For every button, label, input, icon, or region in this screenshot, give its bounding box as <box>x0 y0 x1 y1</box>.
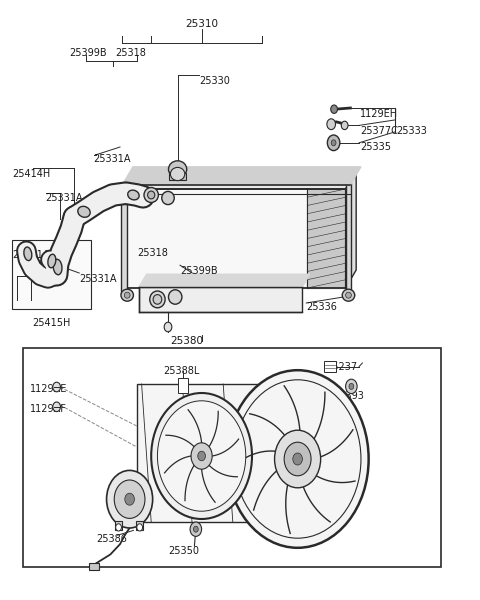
Ellipse shape <box>48 254 56 268</box>
Text: 25237: 25237 <box>326 362 358 372</box>
Ellipse shape <box>121 289 133 301</box>
Polygon shape <box>307 189 346 197</box>
Polygon shape <box>307 238 346 247</box>
Polygon shape <box>307 247 346 255</box>
Text: 25331A: 25331A <box>79 274 117 284</box>
Text: 25331A: 25331A <box>46 193 83 203</box>
Bar <box>23 348 441 567</box>
Circle shape <box>227 370 369 548</box>
Ellipse shape <box>78 206 90 217</box>
Bar <box>121 183 127 294</box>
Circle shape <box>191 443 212 469</box>
Polygon shape <box>307 280 346 288</box>
Text: 25231: 25231 <box>266 454 298 464</box>
Circle shape <box>293 453 302 465</box>
Text: 25386: 25386 <box>96 534 127 544</box>
Bar <box>89 563 99 570</box>
Polygon shape <box>346 171 356 288</box>
Circle shape <box>346 379 357 394</box>
Ellipse shape <box>150 291 165 308</box>
Polygon shape <box>307 230 346 238</box>
Ellipse shape <box>168 290 182 304</box>
Ellipse shape <box>53 259 62 275</box>
Circle shape <box>164 322 172 332</box>
Text: 1129EH: 1129EH <box>360 109 398 119</box>
Text: 25380: 25380 <box>170 336 204 346</box>
Polygon shape <box>307 222 346 230</box>
Ellipse shape <box>342 289 355 301</box>
Text: 25330: 25330 <box>199 76 230 86</box>
Polygon shape <box>127 189 346 288</box>
Circle shape <box>116 524 121 531</box>
Ellipse shape <box>148 191 155 199</box>
Ellipse shape <box>346 292 351 298</box>
Ellipse shape <box>144 187 158 202</box>
Polygon shape <box>122 167 361 185</box>
Circle shape <box>327 119 336 130</box>
Text: 25414H: 25414H <box>12 169 50 179</box>
Polygon shape <box>307 255 346 263</box>
Text: 25395: 25395 <box>266 440 298 450</box>
Circle shape <box>53 402 60 412</box>
Bar <box>12 240 91 309</box>
Circle shape <box>190 522 202 536</box>
Circle shape <box>125 493 134 505</box>
Circle shape <box>151 393 252 519</box>
Bar <box>324 361 336 372</box>
Text: 25415H: 25415H <box>33 318 71 328</box>
Polygon shape <box>307 271 346 280</box>
Circle shape <box>331 105 337 113</box>
Text: 25388L: 25388L <box>163 366 200 376</box>
Text: 25350: 25350 <box>168 546 199 556</box>
Polygon shape <box>307 263 346 271</box>
Text: 25335: 25335 <box>360 142 391 152</box>
Text: 25331A: 25331A <box>94 154 131 164</box>
Circle shape <box>327 135 340 151</box>
Circle shape <box>341 121 348 130</box>
Text: 1129AF: 1129AF <box>30 404 67 414</box>
Circle shape <box>331 140 336 146</box>
Text: 25333: 25333 <box>396 126 427 136</box>
Text: 25393: 25393 <box>334 391 364 401</box>
Text: 25336: 25336 <box>306 302 337 312</box>
Text: 25377C: 25377C <box>360 126 398 136</box>
Text: 1129AE: 1129AE <box>30 384 67 394</box>
Text: 25318: 25318 <box>115 48 146 58</box>
Ellipse shape <box>153 295 162 304</box>
Text: 25310: 25310 <box>185 19 218 29</box>
Circle shape <box>275 430 321 488</box>
Polygon shape <box>307 197 346 205</box>
Circle shape <box>53 382 60 392</box>
Circle shape <box>107 470 153 528</box>
Ellipse shape <box>128 190 139 200</box>
Bar <box>115 521 122 530</box>
Ellipse shape <box>24 247 32 260</box>
Bar <box>137 384 269 522</box>
Circle shape <box>349 383 354 389</box>
Text: 25331A: 25331A <box>12 250 49 260</box>
Ellipse shape <box>162 191 174 205</box>
Circle shape <box>284 442 311 476</box>
Text: 25399B: 25399B <box>180 266 217 276</box>
Polygon shape <box>307 205 346 214</box>
Bar <box>139 287 302 312</box>
Ellipse shape <box>170 167 185 181</box>
Polygon shape <box>127 171 356 189</box>
Polygon shape <box>139 274 310 287</box>
Ellipse shape <box>168 161 187 178</box>
Circle shape <box>137 524 143 531</box>
Ellipse shape <box>124 292 130 298</box>
Bar <box>136 521 143 530</box>
Polygon shape <box>307 214 346 222</box>
Circle shape <box>114 480 145 518</box>
Bar <box>169 173 186 180</box>
Text: 25318: 25318 <box>137 248 168 258</box>
Bar <box>178 378 188 393</box>
Circle shape <box>157 401 246 511</box>
Text: 25399B: 25399B <box>70 48 107 58</box>
Bar <box>346 183 351 294</box>
Circle shape <box>193 526 198 532</box>
Circle shape <box>198 451 205 461</box>
